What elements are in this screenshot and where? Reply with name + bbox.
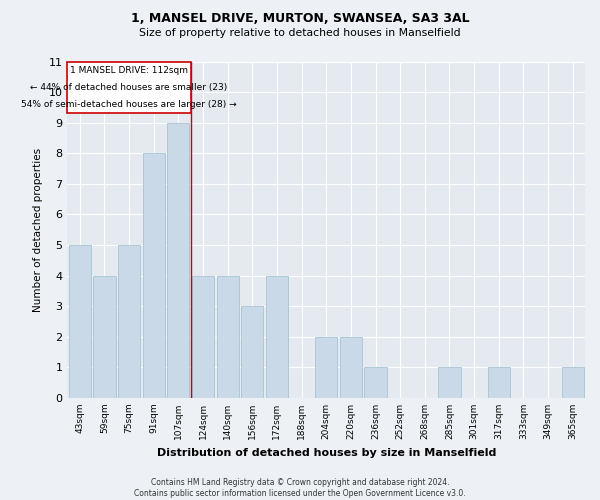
X-axis label: Distribution of detached houses by size in Manselfield: Distribution of detached houses by size … (157, 448, 496, 458)
Bar (562, 368, 584, 398)
Bar (488, 368, 510, 398)
Bar (340, 337, 362, 398)
Y-axis label: Number of detached properties: Number of detached properties (33, 148, 43, 312)
Bar (118, 245, 140, 398)
Text: 1, MANSEL DRIVE, MURTON, SWANSEA, SA3 3AL: 1, MANSEL DRIVE, MURTON, SWANSEA, SA3 3A… (131, 12, 469, 26)
Bar (94, 276, 116, 398)
Text: Contains HM Land Registry data © Crown copyright and database right 2024.
Contai: Contains HM Land Registry data © Crown c… (134, 478, 466, 498)
Bar (167, 122, 190, 398)
Bar (217, 276, 239, 398)
Bar (439, 368, 461, 398)
Bar (315, 337, 337, 398)
Bar (364, 368, 386, 398)
Bar (143, 154, 165, 398)
Bar (68, 245, 91, 398)
Text: Size of property relative to detached houses in Manselfield: Size of property relative to detached ho… (139, 28, 461, 38)
Text: ← 44% of detached houses are smaller (23): ← 44% of detached houses are smaller (23… (31, 83, 227, 92)
Bar (241, 306, 263, 398)
Text: 54% of semi-detached houses are larger (28) →: 54% of semi-detached houses are larger (… (21, 100, 237, 110)
Bar (266, 276, 288, 398)
Bar (192, 276, 214, 398)
FancyBboxPatch shape (67, 62, 191, 114)
Text: 1 MANSEL DRIVE: 112sqm: 1 MANSEL DRIVE: 112sqm (70, 66, 188, 74)
